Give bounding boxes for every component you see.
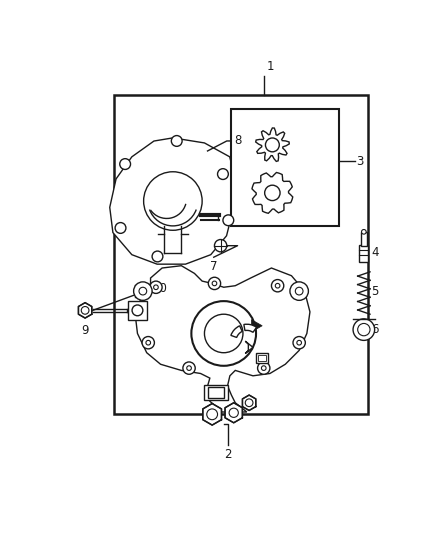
Circle shape	[361, 230, 366, 234]
Polygon shape	[78, 303, 92, 318]
Circle shape	[353, 319, 374, 341]
Text: 4: 4	[371, 246, 379, 259]
Bar	[113, 95, 367, 414]
Circle shape	[134, 282, 152, 301]
Circle shape	[152, 251, 163, 262]
Circle shape	[261, 366, 266, 370]
Wedge shape	[231, 326, 242, 337]
Polygon shape	[243, 395, 256, 410]
Text: 3: 3	[356, 155, 364, 168]
Circle shape	[81, 306, 89, 314]
Polygon shape	[256, 128, 289, 161]
Circle shape	[150, 281, 162, 294]
Bar	[205, 385, 228, 400]
Bar	[256, 353, 268, 364]
Circle shape	[358, 324, 370, 336]
Polygon shape	[225, 403, 242, 423]
Bar	[208, 387, 224, 398]
Circle shape	[154, 285, 158, 289]
Bar	[361, 232, 367, 246]
Polygon shape	[251, 320, 262, 332]
Polygon shape	[135, 265, 310, 412]
Polygon shape	[252, 173, 293, 213]
Circle shape	[276, 284, 280, 288]
Circle shape	[142, 336, 155, 349]
Circle shape	[132, 305, 143, 316]
Bar	[231, 109, 339, 225]
Wedge shape	[244, 324, 257, 333]
Circle shape	[187, 366, 191, 370]
Circle shape	[218, 168, 228, 180]
Text: 5: 5	[371, 285, 379, 297]
Text: 8: 8	[234, 134, 242, 148]
Polygon shape	[245, 341, 253, 353]
Circle shape	[146, 341, 151, 345]
Circle shape	[205, 314, 243, 353]
Circle shape	[207, 409, 218, 419]
Circle shape	[245, 399, 253, 407]
Text: 7: 7	[210, 260, 217, 272]
Text: 6: 6	[371, 323, 379, 336]
Circle shape	[293, 336, 305, 349]
Bar	[128, 301, 147, 320]
Circle shape	[297, 341, 301, 345]
Bar	[359, 245, 368, 262]
Circle shape	[144, 172, 202, 230]
Text: 2: 2	[224, 448, 231, 461]
Polygon shape	[203, 403, 222, 425]
Circle shape	[265, 185, 280, 200]
Circle shape	[272, 280, 284, 292]
Circle shape	[120, 159, 131, 169]
Circle shape	[208, 277, 221, 289]
Circle shape	[191, 301, 256, 366]
Text: 10: 10	[153, 282, 168, 295]
Circle shape	[215, 239, 227, 252]
Bar	[258, 355, 266, 361]
Circle shape	[229, 408, 238, 417]
Text: 1: 1	[267, 60, 274, 73]
Circle shape	[115, 223, 126, 233]
Text: 9: 9	[81, 324, 89, 337]
Circle shape	[258, 362, 270, 374]
Circle shape	[265, 138, 279, 152]
Circle shape	[290, 282, 308, 301]
Circle shape	[139, 287, 147, 295]
Circle shape	[295, 287, 303, 295]
Polygon shape	[110, 138, 236, 264]
Circle shape	[212, 281, 217, 286]
Circle shape	[171, 135, 182, 147]
Circle shape	[223, 215, 234, 225]
Circle shape	[183, 362, 195, 374]
